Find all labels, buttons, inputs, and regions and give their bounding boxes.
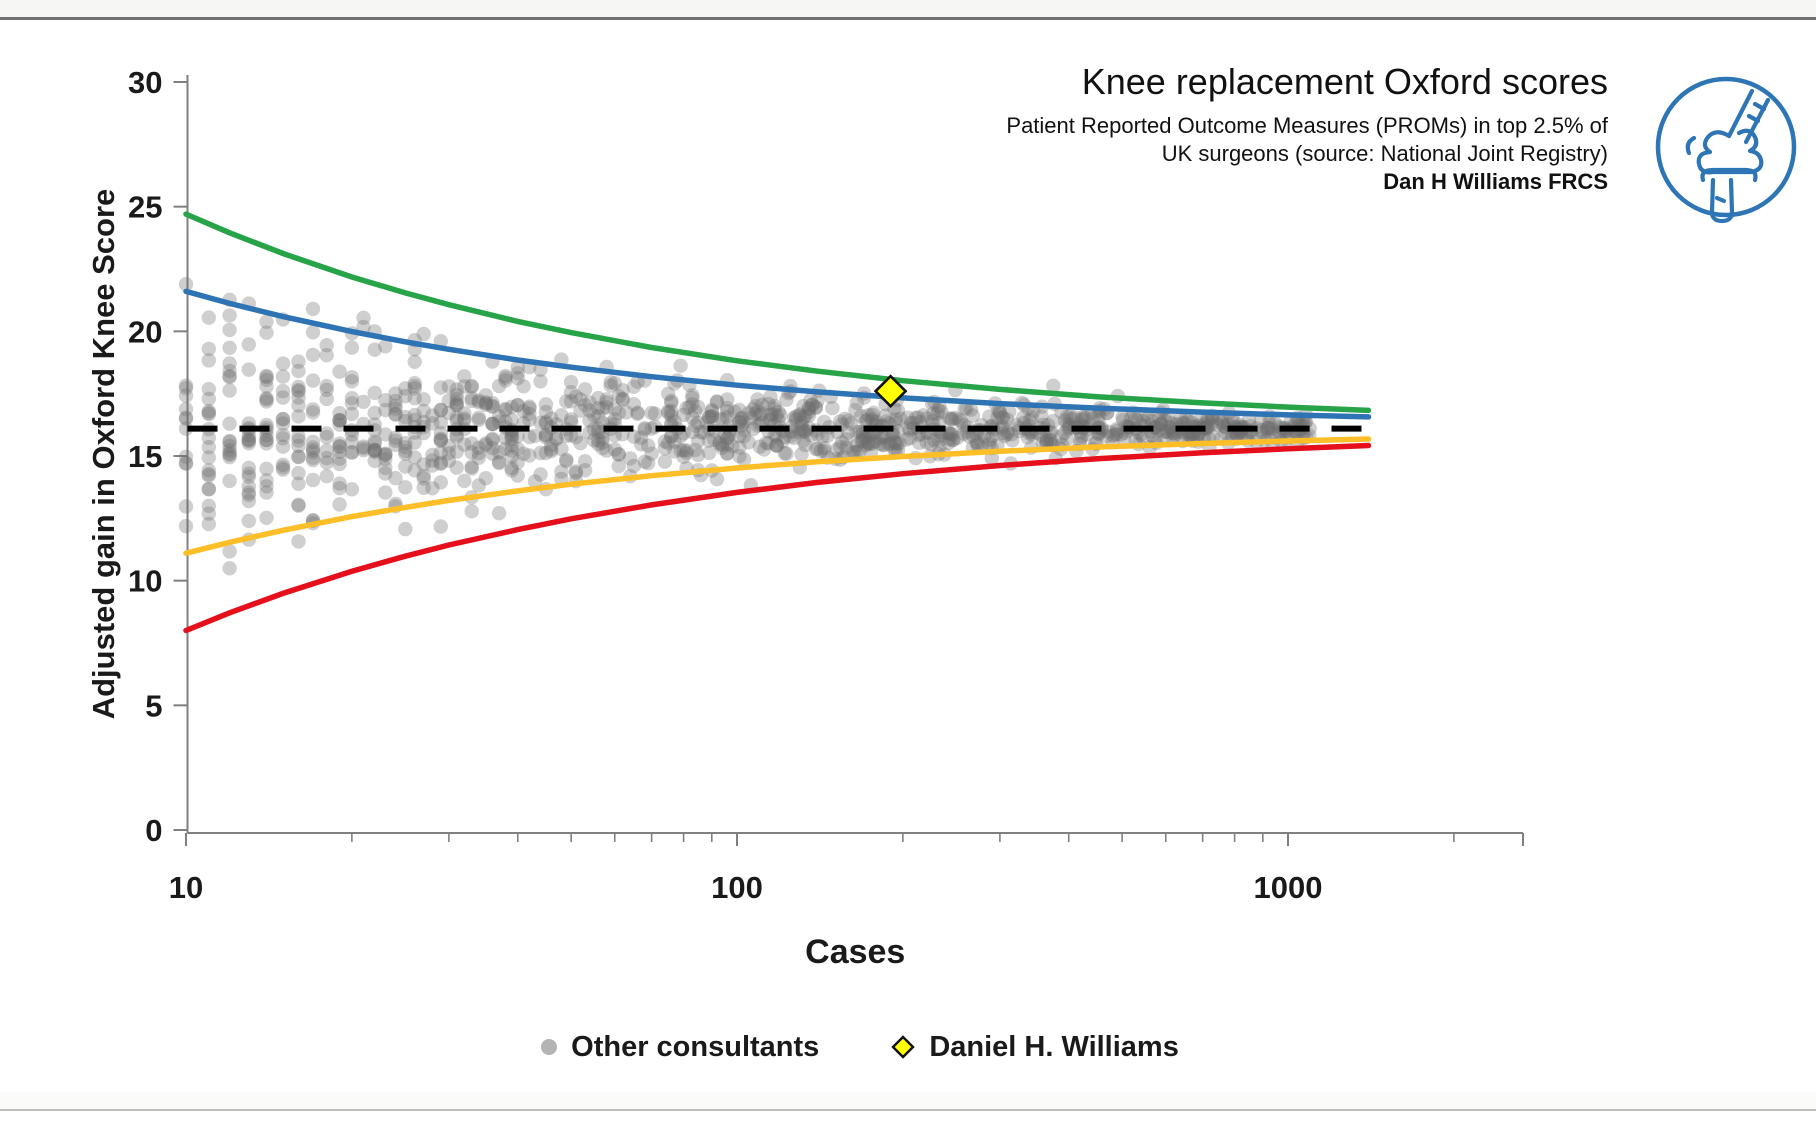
- x-axis-title: Cases: [805, 933, 905, 971]
- y-axis-tick-label: 5: [145, 688, 162, 723]
- legend-label-daniel-williams: Daniel H. Williams: [929, 1030, 1179, 1063]
- y-axis-tick-label: 30: [128, 65, 162, 100]
- x-axis-tick-label: 100: [711, 870, 763, 905]
- lower-outer-limit-curve: [183, 442, 1372, 634]
- upper-outer-limit-curve: [183, 211, 1372, 414]
- y-axis-tick-label: 25: [128, 190, 162, 225]
- y-axis-tick-label: 15: [128, 439, 162, 474]
- bottom-border-line: [0, 1109, 1816, 1111]
- axes: 0 5 10 15 20 25 30 10 100 1000 Cases Adjusted gain …: [86, 65, 1524, 971]
- legend-item-daniel-williams: Daniel H. Williams: [891, 1031, 1179, 1064]
- page-title: Knee replacement Oxford scores: [1081, 61, 1608, 102]
- knee-joint-icon: [1655, 76, 1797, 224]
- y-axis-tick-label: 10: [128, 564, 162, 599]
- knee-joint-logo: [1655, 76, 1797, 224]
- daniel-williams-point: [873, 374, 908, 409]
- subtitle-line-2: UK surgeons (source: National Joint Regi…: [1161, 141, 1608, 166]
- y-axis-tick-label: 20: [128, 314, 162, 349]
- other-consultants-marker-icon: [541, 1039, 558, 1055]
- bottom-margin-strip: [0, 1092, 1816, 1109]
- chart-subtitle: Patient Reported Outcome Measures (PROMs…: [808, 112, 1608, 196]
- upper-inner-limit-curve: [183, 288, 1372, 420]
- y-axis-title: Adjusted gain in Oxford Knee Score: [86, 189, 121, 720]
- top-margin-strip: [0, 0, 1816, 17]
- legend-label-other-consultants: Other consultants: [571, 1030, 820, 1063]
- subtitle-line-1: Patient Reported Outcome Measures (PROMs…: [1006, 113, 1608, 138]
- lower-inner-limit-curve: [183, 436, 1372, 556]
- top-border-line: [0, 17, 1816, 20]
- y-axis-tick-label: 0: [145, 813, 162, 848]
- x-axis-tick-label: 1000: [1254, 870, 1323, 905]
- chart-header: Knee replacement Oxford scores Patient R…: [808, 60, 1608, 196]
- x-axis-tick-label: 10: [169, 870, 203, 905]
- legend-item-other-consultants: Other consultants: [541, 1031, 819, 1064]
- subtitle-author: Dan H Williams FRCS: [1383, 169, 1608, 194]
- chart-legend: Other consultants Daniel H. Williams: [160, 1028, 1560, 1066]
- daniel-williams-marker-icon: [891, 1035, 916, 1059]
